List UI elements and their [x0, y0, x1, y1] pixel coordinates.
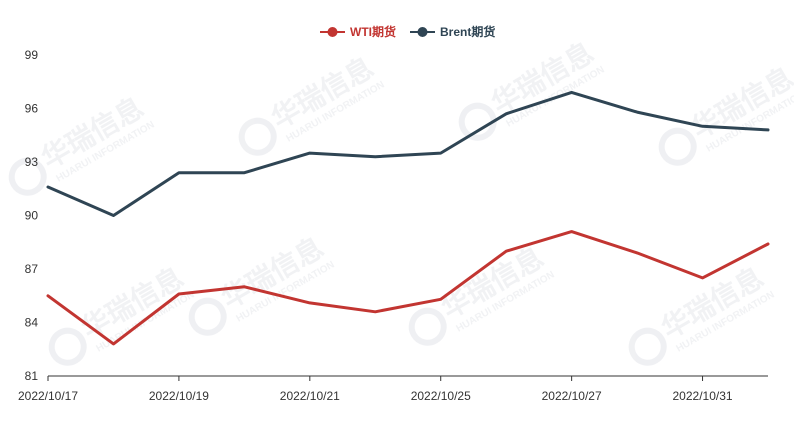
- data-point-wti[interactable]: [42, 290, 54, 302]
- y-tick-label: 84: [25, 316, 39, 330]
- watermark-emblem: [8, 157, 47, 196]
- legend-label: Brent期货: [440, 24, 495, 39]
- watermark-emblem: [658, 127, 697, 166]
- y-tick-label: 96: [25, 102, 39, 116]
- data-point-wti[interactable]: [435, 293, 447, 305]
- data-point-brent[interactable]: [173, 167, 185, 179]
- data-point-brent[interactable]: [304, 147, 316, 159]
- legend-item-wti[interactable]: WTI期货: [320, 24, 396, 39]
- series-line-wti[interactable]: [46, 230, 770, 346]
- data-point-brent[interactable]: [107, 210, 119, 222]
- data-point-wti[interactable]: [173, 288, 185, 300]
- data-point-wti[interactable]: [238, 281, 250, 293]
- watermark-emblem: [628, 327, 667, 366]
- data-point-wti[interactable]: [304, 297, 316, 309]
- legend[interactable]: WTI期货 Brent期货: [320, 24, 495, 39]
- series-line-brent[interactable]: [46, 90, 770, 217]
- x-tick-label: 2022/10/21: [280, 389, 340, 403]
- data-point-wti[interactable]: [107, 338, 119, 350]
- watermark-emblem: [408, 307, 447, 346]
- data-point-wti[interactable]: [369, 306, 381, 318]
- data-point-wti[interactable]: [566, 226, 578, 238]
- watermark-emblem: [458, 102, 497, 141]
- x-tick-label: 2022/10/31: [673, 389, 733, 403]
- x-tick-label: 2022/10/27: [542, 389, 602, 403]
- series-layer: [42, 86, 774, 350]
- y-tick-label: 90: [25, 209, 39, 223]
- y-tick-label: 93: [25, 155, 39, 169]
- data-point-brent[interactable]: [42, 181, 54, 193]
- legend-marker-icon: [417, 27, 428, 37]
- data-point-wti[interactable]: [697, 272, 709, 284]
- data-point-brent[interactable]: [435, 147, 447, 159]
- data-point-brent[interactable]: [566, 86, 578, 98]
- data-point-wti[interactable]: [500, 245, 512, 257]
- x-tick-label: 2022/10/19: [149, 389, 209, 403]
- legend-item-brent[interactable]: Brent期货: [410, 24, 495, 39]
- legend-marker-icon: [327, 27, 338, 37]
- data-point-brent[interactable]: [369, 151, 381, 163]
- axis-layer: 81 84 87 90 93 96 99 2022/10/17 2022/10/19 2022/1…: [18, 48, 768, 403]
- x-tick-label: 2022/10/25: [411, 389, 471, 403]
- data-point-brent[interactable]: [762, 124, 774, 136]
- y-tick-label: 81: [25, 369, 39, 383]
- watermark-emblem: [238, 117, 277, 156]
- data-point-brent[interactable]: [631, 106, 643, 118]
- y-tick-label: 99: [25, 48, 39, 62]
- data-point-brent[interactable]: [697, 120, 709, 132]
- y-tick-label: 87: [25, 262, 39, 276]
- data-point-brent[interactable]: [500, 108, 512, 120]
- x-tick-label: 2022/10/17: [18, 389, 78, 403]
- data-point-wti[interactable]: [631, 247, 643, 259]
- legend-label: WTI期货: [350, 24, 396, 39]
- watermark-emblem: [188, 297, 227, 336]
- data-point-brent[interactable]: [238, 167, 250, 179]
- watermark-emblem: [48, 327, 87, 366]
- data-point-wti[interactable]: [762, 238, 774, 250]
